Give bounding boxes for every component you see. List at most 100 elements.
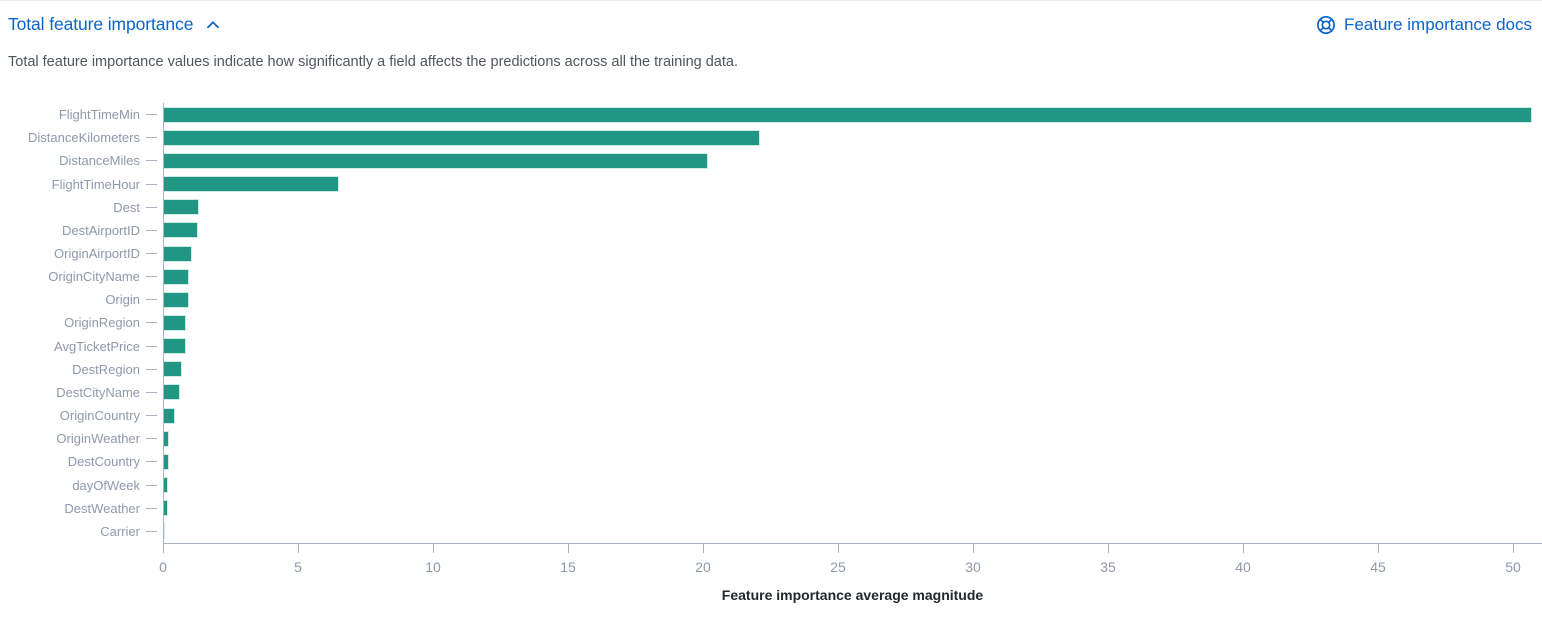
bar-OriginCityName	[163, 268, 190, 285]
y-axis-tick	[140, 276, 163, 278]
x-axis-tick	[297, 543, 299, 553]
y-axis-tick	[140, 229, 163, 231]
x-axis-tick-label: 30	[965, 558, 981, 575]
chart-row: DestWeather	[0, 497, 1542, 520]
bar-DistanceMiles	[163, 152, 709, 169]
y-axis-label: FlightTimeHour	[51, 176, 140, 192]
bar-OriginAirportID	[163, 245, 192, 262]
y-axis-label: AvgTicketPrice	[54, 338, 140, 354]
x-axis-tick	[1377, 543, 1379, 553]
chart-row: Origin	[0, 288, 1542, 311]
bar-DestRegion	[163, 361, 183, 378]
bar-AvgTicketPrice	[163, 338, 186, 355]
y-axis-tick	[140, 206, 163, 208]
chart-row: dayOfWeek	[0, 474, 1542, 497]
chart-row: Dest	[0, 196, 1542, 219]
y-axis-tick	[140, 415, 163, 417]
y-axis-tick	[140, 461, 163, 463]
x-axis-title: Feature importance average magnitude	[721, 586, 984, 603]
y-axis-line	[163, 103, 164, 543]
chevron-up-icon	[205, 17, 221, 33]
bar-OriginRegion	[163, 314, 187, 331]
y-axis-tick	[140, 345, 163, 347]
y-axis-label: DestCountry	[67, 454, 140, 470]
chart-row: OriginCountry	[0, 404, 1542, 427]
y-axis-label: DestRegion	[72, 361, 140, 377]
chart-row: DestCityName	[0, 381, 1542, 404]
x-axis-tick-label: 50	[1505, 558, 1521, 575]
y-axis-tick	[140, 137, 163, 139]
y-axis-tick	[140, 322, 163, 324]
plot-rows: FlightTimeMin DistanceKilometers DistanceM…	[0, 103, 1542, 543]
x-axis-baseline	[163, 542, 1542, 544]
x-axis-tick	[702, 543, 704, 553]
x-axis-tick	[1242, 543, 1244, 553]
panel-header: Total feature importance Feature importa…	[8, 14, 1532, 35]
chart-row: DistanceKilometers	[0, 126, 1542, 149]
chart-row: OriginCityName	[0, 265, 1542, 288]
y-axis-label: DestAirportID	[61, 222, 140, 238]
chart-row: FlightTimeMin	[0, 103, 1542, 126]
y-axis-tick	[140, 438, 163, 440]
docs-link-label: Feature importance docs	[1343, 14, 1532, 34]
y-axis-label: OriginWeather	[56, 431, 140, 447]
chart-row: OriginRegion	[0, 311, 1542, 334]
y-axis-tick	[140, 530, 163, 532]
x-axis-tick-label: 45	[1370, 558, 1386, 575]
bar-DestCityName	[163, 384, 180, 401]
x-axis: 0 5 10 15 20 25 30 35 40 45 50 Feature importance …	[0, 542, 1542, 607]
chart-row: FlightTimeHour	[0, 172, 1542, 195]
chart-row: Carrier	[0, 520, 1542, 543]
y-axis-tick	[140, 391, 163, 393]
x-axis-tick-label: 25	[830, 558, 846, 575]
x-axis-tick	[1107, 543, 1109, 553]
feature-importance-docs-link[interactable]: Feature importance docs	[1316, 15, 1532, 35]
x-axis-tick	[837, 543, 839, 553]
total-feature-importance-toggle[interactable]: Total feature importance	[8, 14, 221, 35]
y-axis-label: OriginRegion	[64, 315, 140, 331]
feature-importance-chart: FlightTimeMin DistanceKilometers DistanceM…	[0, 103, 1542, 607]
bar-OriginCountry	[163, 407, 175, 424]
chart-row: OriginAirportID	[0, 242, 1542, 265]
x-axis-tick-label: 40	[1235, 558, 1251, 575]
y-axis-label: Carrier	[100, 523, 140, 539]
y-axis-tick	[140, 507, 163, 509]
bar-FlightTimeHour	[163, 176, 339, 193]
x-axis-tick-label: 0	[159, 558, 167, 575]
bar-FlightTimeMin	[163, 106, 1532, 123]
x-axis-tick-label: 20	[695, 558, 711, 575]
bar-Dest	[163, 199, 200, 216]
y-axis-label: Dest	[113, 199, 140, 215]
bar-DestAirportID	[163, 222, 199, 239]
x-axis-tick	[972, 543, 974, 553]
y-axis-label: OriginCountry	[59, 408, 140, 424]
y-axis-tick	[140, 299, 163, 301]
y-axis-tick	[140, 368, 163, 370]
y-axis-label: OriginCityName	[48, 269, 140, 285]
y-axis-tick	[140, 183, 163, 185]
chart-row: AvgTicketPrice	[0, 335, 1542, 358]
y-axis-label: OriginAirportID	[54, 246, 140, 262]
y-axis-tick	[140, 484, 163, 486]
x-axis-tick	[162, 543, 164, 553]
chart-row: DestRegion	[0, 358, 1542, 381]
chart-row: DistanceMiles	[0, 149, 1542, 172]
chart-row: DestAirportID	[0, 219, 1542, 242]
description-text: Total feature importance values indicate…	[8, 54, 738, 70]
x-axis-tick-label: 15	[560, 558, 576, 575]
chart-row: OriginWeather	[0, 427, 1542, 450]
x-axis-tick	[432, 543, 434, 553]
y-axis-tick	[140, 160, 163, 162]
y-axis-label: DistanceMiles	[59, 153, 140, 169]
y-axis-label: DistanceKilometers	[28, 130, 140, 146]
x-axis-tick-label: 10	[425, 558, 441, 575]
x-axis-tick	[567, 543, 569, 553]
y-axis-tick	[140, 114, 163, 116]
chart-row: DestCountry	[0, 450, 1542, 473]
y-axis-label: DestWeather	[64, 500, 140, 516]
bar-Origin	[163, 291, 189, 308]
lifebuoy-icon	[1316, 15, 1336, 35]
y-axis-label: FlightTimeMin	[58, 107, 140, 123]
y-axis-tick	[140, 253, 163, 255]
section-title: Total feature importance	[8, 14, 194, 34]
